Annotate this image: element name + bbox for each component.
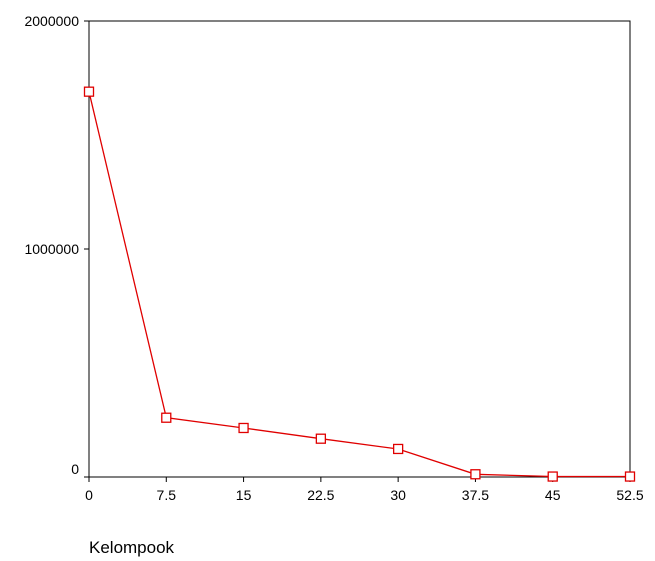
y-tick-label: 1000000 — [24, 241, 79, 257]
series-line — [88, 91, 630, 478]
x-tick-label: 45 — [545, 487, 561, 503]
x-tick-label: 7.5 — [157, 487, 177, 503]
y-tick-label: 0 — [71, 461, 79, 477]
data-point-marker — [624, 471, 636, 482]
data-point-marker — [392, 443, 404, 455]
data-point-marker — [547, 471, 558, 482]
data-point-marker — [161, 412, 172, 423]
x-tick-label: 15 — [236, 487, 252, 503]
x-axis-ticks: 0 7.5 15 22.5 30 37.5 45 52.5 — [85, 477, 644, 503]
plot-area-frame — [88, 20, 631, 478]
x-axis-title: Kelompook — [89, 538, 175, 557]
series-layer — [83, 86, 636, 482]
data-point-marker — [315, 433, 327, 444]
x-tick-label: 37.5 — [462, 487, 489, 503]
x-tick-label: 52.5 — [616, 487, 643, 503]
x-tick-label: 22.5 — [307, 487, 334, 503]
x-tick-label: 0 — [85, 487, 93, 503]
data-point-marker — [238, 422, 249, 434]
data-point-marker — [470, 469, 481, 480]
data-point-marker — [83, 86, 95, 97]
y-tick-label: 2000000 — [24, 13, 79, 29]
x-tick-label: 30 — [390, 487, 406, 503]
y-axis-ticks: 0 1000000 2000000 — [24, 13, 89, 478]
